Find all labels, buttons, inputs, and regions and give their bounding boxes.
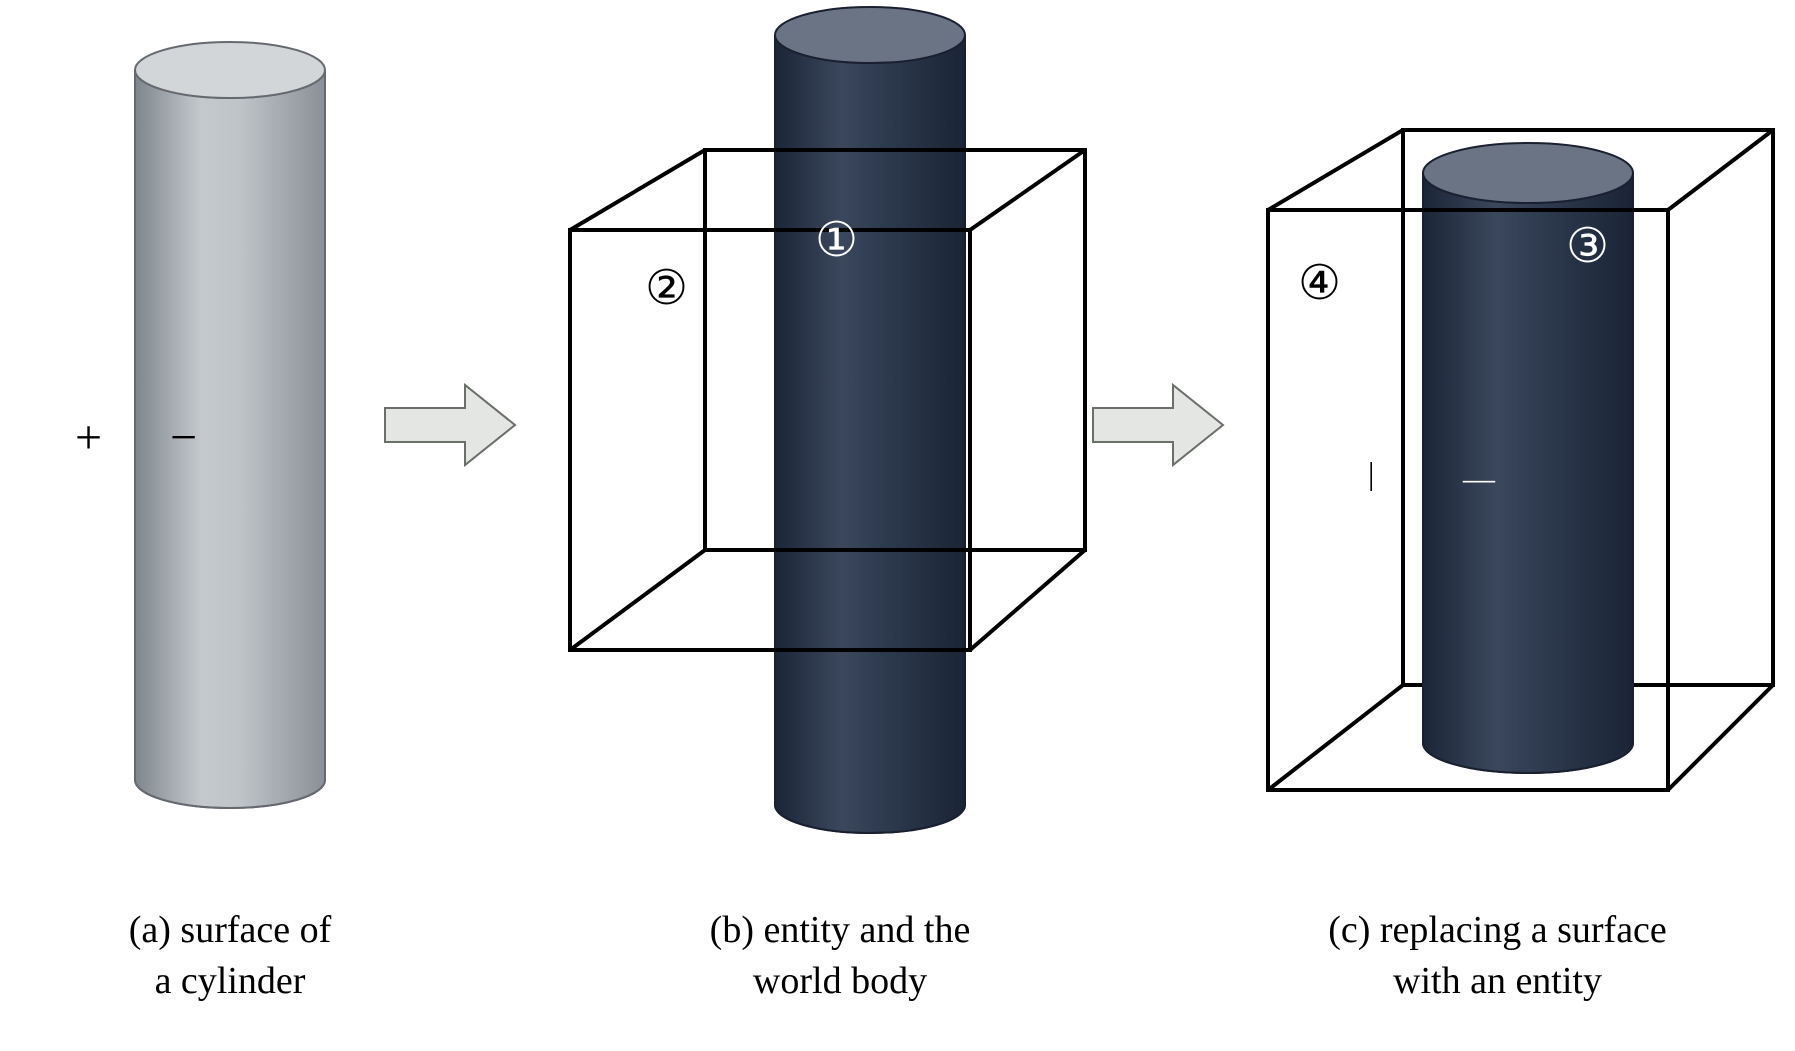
mark-vert: |	[1368, 455, 1374, 492]
plus-label: +	[75, 410, 102, 465]
caption-a: (a) surface of a cylinder	[55, 905, 405, 1008]
label-3: ③	[1566, 218, 1609, 274]
caption-b: (b) entity and the world body	[625, 905, 1055, 1008]
caption-b-line1: (b) entity and the	[710, 909, 971, 951]
label-1: ①	[815, 212, 858, 268]
diagram-container: + −	[0, 0, 1795, 1051]
arrow-1	[375, 370, 525, 480]
panel-c: ③ ④ | —	[1238, 120, 1795, 840]
label-4: ④	[1298, 255, 1341, 311]
minus-label: −	[170, 410, 197, 465]
panel-b: ① ②	[540, 0, 1100, 860]
caption-c: (c) replacing a surface with an entity	[1245, 905, 1750, 1008]
label-2: ②	[645, 260, 688, 316]
panel-a: + −	[40, 30, 400, 850]
caption-a-line2: a cylinder	[155, 960, 306, 1002]
box-b	[540, 120, 1100, 680]
box-c-front	[1238, 120, 1795, 820]
mark-horiz: —	[1463, 460, 1493, 497]
caption-c-line1: (c) replacing a surface	[1328, 909, 1667, 951]
caption-c-line2: with an entity	[1393, 960, 1602, 1002]
caption-a-line1: (a) surface of	[129, 909, 332, 951]
cylinder-a	[115, 30, 345, 820]
arrow-2	[1083, 370, 1233, 480]
caption-b-line2: world body	[753, 960, 927, 1002]
